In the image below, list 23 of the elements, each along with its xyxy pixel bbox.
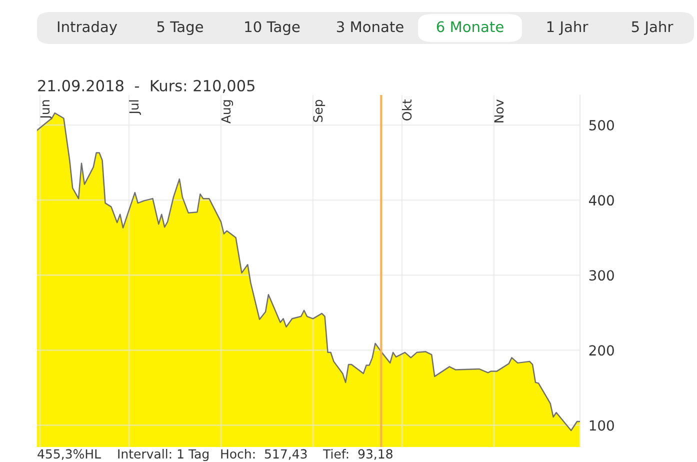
x-tick-label: Aug <box>221 100 234 124</box>
text: 3 Monate <box>336 21 404 32</box>
text: Intervall: 1 Tag <box>118 448 208 462</box>
y-tick-label: 100 <box>590 420 614 431</box>
y-tick-label: 500 <box>589 120 614 130</box>
x-tick-label: Okt <box>402 99 412 120</box>
text: Tief: 93,18 <box>322 448 392 460</box>
x-tick-label: Nov <box>494 100 504 122</box>
text: 6 Monate <box>436 21 504 32</box>
y-tick-label: 400 <box>589 195 614 206</box>
text: 455,3%HL <box>38 449 101 460</box>
text: Intraday <box>58 20 118 36</box>
y-tick-label: 200 <box>589 345 614 356</box>
text: Hoch: 517,43 <box>221 448 307 460</box>
text: 10 Tage <box>245 21 300 36</box>
x-tick-label: Jul <box>128 100 141 115</box>
x-tick-label: Sep <box>313 100 326 122</box>
text: 1 Jahr <box>547 20 588 35</box>
text: 5 Tage <box>157 21 204 36</box>
x-tick-label: Jun <box>40 100 52 120</box>
chart-title: 21.09.2018 - Kurs: 210,005 <box>38 80 254 93</box>
y-tick-label: 300 <box>589 270 614 281</box>
text: 5 Jahr <box>632 20 674 35</box>
